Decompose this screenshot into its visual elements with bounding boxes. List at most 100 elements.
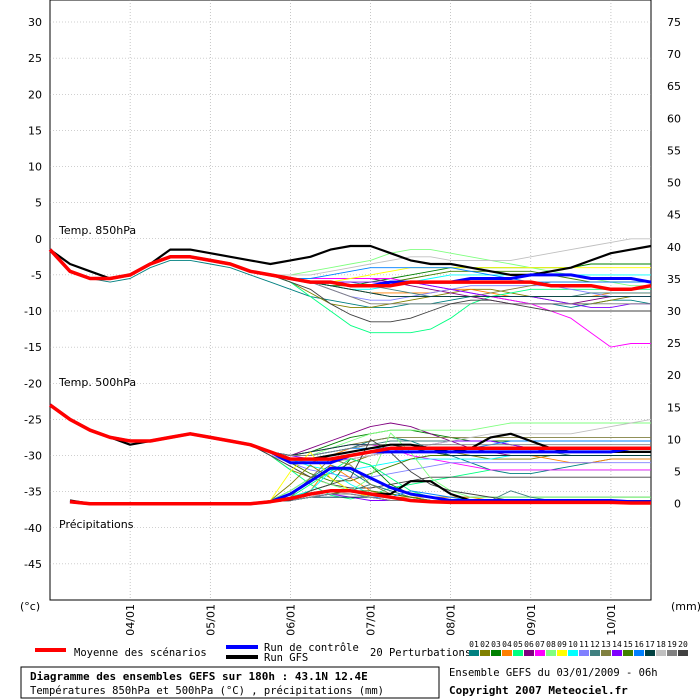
x-tick-label: 04/01 — [124, 604, 137, 636]
legend-gfs-label: Run GFS — [264, 652, 308, 664]
perturbation-number: 04 — [502, 640, 512, 649]
plot-frame — [49, 0, 652, 601]
precip-control-line — [69, 466, 651, 506]
t850-perturbation-line — [49, 249, 651, 283]
left-tick-label: 5 — [35, 197, 42, 210]
left-tick-label: -45 — [24, 558, 42, 571]
right-tick-label: 20 — [667, 369, 681, 382]
t850-panel-label: Temp. 850hPa — [58, 224, 136, 237]
precip-mean-line — [69, 489, 651, 506]
perturbation-swatch — [480, 650, 490, 656]
perturbation-number: 13 — [601, 640, 611, 649]
perturbation-swatch — [535, 650, 545, 656]
perturbation-number: 05 — [513, 640, 523, 649]
left-tick-label: -5 — [31, 269, 42, 282]
right-tick-label: 50 — [667, 177, 681, 190]
precip-panel-label: Précipitations — [59, 518, 134, 531]
x-tick-label: 07/01 — [365, 604, 378, 636]
legend: Moyenne des scénarios Run de contrôle Ru… — [35, 640, 688, 664]
perturbation-number: 02 — [480, 640, 490, 649]
perturbation-swatch — [590, 650, 600, 656]
right-tick-label: 55 — [667, 144, 681, 157]
perturbation-number: 12 — [590, 640, 600, 649]
left-tick-label: -25 — [24, 413, 42, 426]
perturbation-number: 19 — [667, 640, 677, 649]
perturbation-number: 15 — [623, 640, 633, 649]
left-tick-label: -10 — [24, 305, 42, 318]
perturbation-swatch — [502, 650, 512, 656]
perturbation-number: 20 — [678, 640, 688, 649]
perturbation-swatch — [678, 650, 688, 656]
legend-perturbations-label: 20 Perturbations — [370, 647, 471, 659]
left-tick-label: -15 — [24, 341, 42, 354]
footer-box — [20, 666, 440, 699]
perturbation-number: 11 — [579, 640, 589, 649]
left-tick-label: 15 — [28, 124, 42, 137]
x-tick-label: 10/01 — [605, 604, 618, 636]
perturbation-number: 18 — [656, 640, 666, 649]
left-tick-label: 25 — [28, 52, 42, 65]
left-tick-label: -20 — [24, 377, 42, 390]
right-tick-label: 15 — [667, 401, 681, 414]
perturbation-lines — [49, 238, 652, 505]
left-tick-label: 0 — [35, 233, 42, 246]
t500-panel-label: Temp. 500hPa — [58, 376, 136, 389]
perturbation-number: 08 — [546, 640, 556, 649]
perturbation-swatch — [546, 650, 556, 656]
right-axis-unit: (mm) — [671, 600, 700, 613]
right-tick-label: 10 — [667, 433, 681, 446]
left-tick-label: 20 — [28, 88, 42, 101]
right-tick-label: 5 — [674, 466, 681, 479]
perturbation-number: 10 — [568, 640, 578, 649]
perturbation-number: 03 — [491, 640, 501, 649]
perturbation-swatch — [601, 650, 611, 656]
right-tick-label: 45 — [667, 209, 681, 222]
perturbation-number: 07 — [535, 640, 545, 649]
right-tick-label: 70 — [667, 48, 681, 61]
grid — [49, 0, 652, 601]
perturbation-swatch — [579, 650, 589, 656]
right-tick-label: 35 — [667, 273, 681, 286]
right-tick-label: 75 — [667, 16, 681, 29]
x-axis-ticks: 04/01 05/01 06/01 07/01 08/01 09/01 10/01 — [124, 604, 618, 636]
t500-mean-line — [48, 403, 651, 461]
left-tick-label: -40 — [24, 522, 42, 535]
left-tick-label: 30 — [28, 16, 42, 29]
perturbation-swatch — [634, 650, 644, 656]
right-tick-label: 25 — [667, 337, 681, 350]
x-tick-label: 09/01 — [525, 604, 538, 636]
perturbation-number: 09 — [557, 640, 567, 649]
perturbation-swatch — [645, 650, 655, 656]
perturbation-swatch — [491, 650, 501, 656]
left-axis-unit: (°c) — [20, 600, 40, 613]
perturbation-swatch — [513, 650, 523, 656]
t850-perturbation-line — [49, 249, 651, 334]
x-tick-label: 06/01 — [284, 604, 297, 636]
t500-perturbation-line — [49, 404, 651, 489]
perturbation-swatch — [623, 650, 633, 656]
perturbation-swatch — [557, 650, 567, 656]
footer-copyright: Copyright 2007 Meteociel.fr — [449, 684, 628, 697]
main-lines — [48, 244, 652, 506]
footer-title: Diagramme des ensembles GEFS sur 180h : … — [30, 670, 368, 683]
right-tick-label: 0 — [674, 498, 681, 511]
x-tick-label: 08/01 — [445, 604, 458, 636]
perturbation-number: 16 — [634, 640, 644, 649]
legend-control-label: Run de contrôle — [264, 642, 359, 654]
perturbation-number: 01 — [469, 640, 479, 649]
t850-perturbation-line — [49, 238, 651, 279]
t850-mean-line — [48, 248, 652, 292]
perturbation-number: 06 — [524, 640, 534, 649]
perturbation-color-legend: 01 02 03 04 05 06 07 08 09 10 11 12 13 14 15 16 17 18 19 20 — [469, 640, 688, 656]
perturbation-swatch — [524, 650, 534, 656]
perturbation-swatch — [656, 650, 666, 656]
right-tick-label: 30 — [667, 305, 681, 318]
footer-run-info: Ensemble GEFS du 03/01/2009 - 06h — [449, 667, 658, 679]
t850-perturbation-line — [49, 249, 651, 283]
perturbation-swatch — [612, 650, 622, 656]
right-tick-label: 40 — [667, 241, 681, 254]
right-tick-label: 65 — [667, 80, 681, 93]
left-tick-label: -30 — [24, 450, 42, 463]
